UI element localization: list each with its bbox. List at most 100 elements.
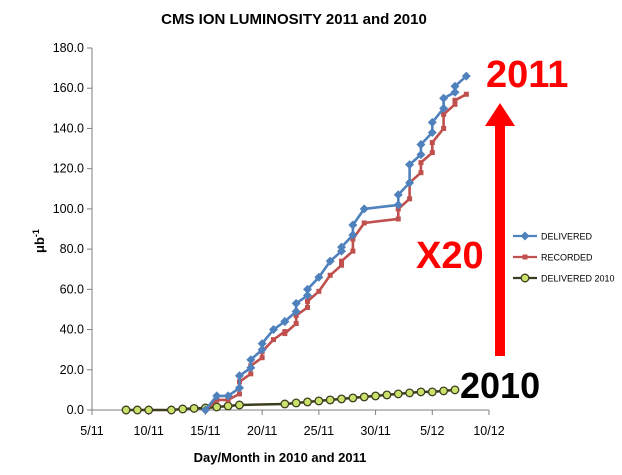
data-point [327, 272, 333, 278]
data-point [259, 355, 265, 361]
annotation-x20: X20 [416, 235, 484, 277]
data-point [427, 127, 437, 137]
data-point [339, 258, 345, 264]
data-point [223, 391, 233, 401]
data-point [348, 230, 358, 240]
annotation-2011: 2011 [486, 54, 568, 96]
data-point [520, 231, 530, 241]
data-point [348, 393, 358, 403]
x-tick-label: 30/11 [360, 424, 390, 438]
data-point [212, 391, 222, 401]
data-point [314, 396, 324, 406]
data-point [450, 87, 460, 97]
legend-label: DELIVERED 2010 [541, 274, 615, 284]
data-point [234, 371, 244, 381]
data-point [361, 220, 367, 226]
data-point [270, 337, 276, 343]
data-point [441, 111, 447, 117]
y-tick-label: 60.0 [60, 282, 84, 296]
data-point [441, 125, 447, 131]
legend-label: DELIVERED [541, 232, 593, 242]
x-tick-label: 15/11 [190, 424, 220, 438]
data-point [293, 321, 299, 327]
x-tick-label: 5/11 [80, 424, 103, 438]
annotation-2010: 2010 [460, 365, 540, 406]
y-axis-title-sup: -1 [31, 229, 41, 237]
arrow-shaft [495, 116, 505, 356]
y-axis-title: μb-1 [31, 229, 47, 253]
data-point [236, 391, 242, 397]
data-point [520, 273, 530, 283]
data-point [248, 371, 254, 377]
data-point [339, 262, 345, 268]
data-point [337, 394, 346, 404]
axes: 0.0 20.0 40.0 60.0 80.0 100.0 120.0 140.0 160.0 1… [53, 41, 505, 438]
data-point [325, 256, 335, 266]
data-point [418, 170, 424, 176]
legend-item: DELIVERED [513, 231, 593, 242]
plot-area [121, 71, 471, 415]
data-point [439, 93, 449, 103]
data-point [395, 216, 401, 222]
data-point [359, 204, 369, 214]
x-tick-label: 5/12 [420, 424, 444, 438]
data-point [121, 405, 131, 415]
data-point [337, 242, 347, 252]
y-tick-label: 40.0 [60, 323, 84, 337]
y-tick-label: 20.0 [60, 363, 84, 377]
series-delivered-2010 [121, 385, 460, 415]
legend-item: DELIVERED 2010 [513, 274, 615, 284]
data-point [407, 196, 413, 202]
data-point [371, 391, 381, 401]
data-point [280, 317, 290, 327]
data-point [282, 331, 288, 337]
data-point [461, 71, 471, 81]
data-point [223, 401, 233, 411]
data-point [246, 355, 256, 365]
data-point [439, 386, 449, 396]
annotations: 2011 X20 2010 [416, 54, 568, 406]
data-point [452, 97, 458, 103]
legend-item: RECORDED [513, 253, 593, 263]
chart-title: CMS ION LUMINOSITY 2011 and 2010 [161, 11, 427, 28]
y-tick-label: 100.0 [53, 202, 84, 216]
data-point [350, 248, 356, 254]
data-point [463, 91, 469, 97]
data-point [257, 345, 267, 355]
data-point [450, 81, 460, 91]
y-tick-label: 140.0 [53, 121, 84, 135]
legend-label: RECORDED [541, 253, 593, 263]
y-tick-label: 160.0 [53, 81, 84, 95]
x-tick-label: 10/11 [134, 424, 164, 438]
data-point [178, 404, 188, 414]
x-tick-label: 20/11 [247, 424, 277, 438]
data-point [305, 298, 311, 304]
data-point [305, 304, 311, 310]
data-point [314, 272, 324, 282]
data-point [393, 200, 403, 210]
data-point [291, 398, 301, 408]
arrow-head [485, 103, 515, 126]
data-point [427, 387, 437, 397]
data-point [268, 325, 278, 335]
data-point [303, 290, 313, 300]
data-point [418, 160, 424, 166]
data-point [429, 150, 435, 156]
y-tick-label: 80.0 [60, 242, 84, 256]
data-point [166, 405, 176, 415]
data-point [405, 178, 415, 188]
data-point [405, 160, 415, 170]
data-point [393, 190, 403, 200]
data-point [429, 140, 435, 146]
data-point [144, 405, 154, 415]
x-axis-title: Day/Month in 2010 and 2011 [194, 450, 367, 465]
y-tick-label: 120.0 [53, 162, 84, 176]
x-tick-label: 25/11 [304, 424, 334, 438]
data-point [189, 403, 199, 413]
x-tick-label: 10/12 [473, 424, 504, 438]
svg-text:μb-1: μb-1 [31, 229, 47, 253]
legend: DELIVERED RECORDED DELIVERED 2010 [513, 231, 615, 284]
data-point [234, 383, 244, 393]
data-point [325, 395, 335, 405]
